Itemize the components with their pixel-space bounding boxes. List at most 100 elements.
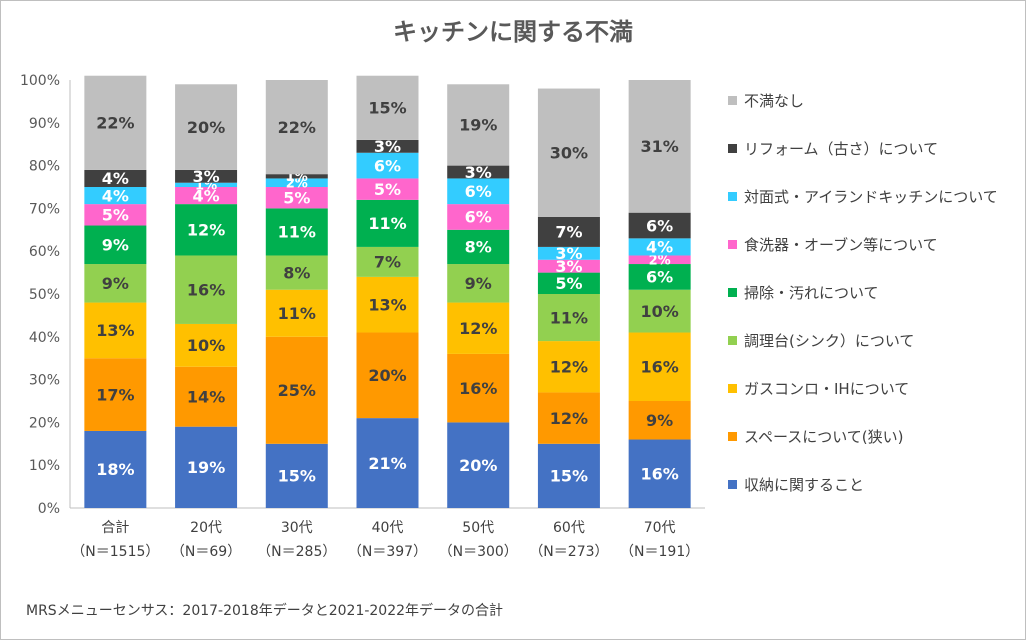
bar-segment [175, 182, 238, 187]
data-label: 19% [187, 458, 225, 477]
y-tick-label: 70% [29, 201, 60, 217]
data-label: 3% [555, 244, 582, 263]
data-label: 3% [555, 257, 582, 276]
x-tick-label: 40代 [372, 520, 404, 536]
data-label: 3% [465, 163, 492, 182]
bar-segment [84, 225, 147, 265]
data-label: 13% [368, 295, 406, 314]
data-label: 10% [187, 336, 225, 355]
x-tick-sample-size: （N＝397） [348, 544, 427, 560]
data-label: 6% [374, 156, 401, 175]
data-label: 15% [278, 467, 316, 486]
data-label: 12% [550, 358, 588, 377]
bar-segment [537, 246, 600, 260]
data-label: 3% [192, 167, 219, 186]
y-tick-label: 60% [29, 244, 60, 260]
bar-segment [265, 336, 328, 444]
data-label: 18% [96, 460, 134, 479]
bar-segment [356, 178, 419, 200]
y-tick-label: 50% [29, 287, 60, 303]
data-label: 11% [278, 304, 316, 323]
data-label: 4% [102, 169, 129, 188]
y-tick-label: 80% [29, 159, 60, 175]
y-tick-label: 100% [20, 73, 60, 89]
y-tick-label: 10% [29, 458, 60, 474]
bar-segment [84, 430, 147, 508]
data-label: 16% [640, 465, 678, 484]
bar-segment [265, 443, 328, 508]
data-label: 6% [646, 216, 673, 235]
legend-swatch [728, 192, 737, 201]
x-tick-sample-size: （N＝273） [529, 544, 608, 560]
data-label: 22% [278, 118, 316, 137]
legend-swatch [728, 144, 737, 153]
bar-segment [84, 204, 147, 226]
legend-label: 掃除・汚れについて [744, 284, 879, 302]
x-tick-label: 50代 [462, 520, 494, 536]
bar-segment [356, 246, 419, 277]
data-label: 9% [102, 274, 129, 293]
x-tick-label: 20代 [190, 520, 222, 536]
bar-segment [628, 255, 691, 265]
bar-segment [175, 366, 238, 427]
legend-label: 不満なし [744, 92, 804, 110]
bar-segment [628, 332, 691, 401]
bar-segment [265, 80, 328, 175]
legend-swatch [728, 432, 737, 441]
legend-label: スペースについて(狭い) [744, 428, 903, 446]
bar-segment [537, 216, 600, 247]
data-label: 20% [368, 366, 406, 385]
data-label: 14% [187, 387, 225, 406]
y-tick-label: 20% [29, 415, 60, 431]
data-label: 15% [368, 99, 406, 118]
bar-segment [175, 426, 238, 508]
data-label: 3% [374, 137, 401, 156]
data-label: 12% [459, 319, 497, 338]
bar-segment [175, 323, 238, 367]
data-label: 8% [465, 238, 492, 257]
legend-swatch [728, 336, 737, 345]
bar-segment [537, 88, 600, 217]
bar-segment [537, 392, 600, 444]
bar-segment [175, 204, 238, 256]
bar-segment [447, 302, 510, 354]
legend-swatch [728, 240, 737, 249]
data-label: 25% [278, 381, 316, 400]
chart-title: キッチンに関する不満 [393, 18, 633, 46]
bar-segment [356, 152, 419, 179]
legend-label: 収納に関すること [744, 476, 864, 494]
bar-segment [447, 178, 510, 205]
y-tick-label: 90% [29, 116, 60, 132]
bar-segment [84, 169, 147, 187]
data-label: 15% [550, 467, 588, 486]
legend-swatch [728, 288, 737, 297]
data-label: 11% [278, 223, 316, 242]
bar-segment [628, 289, 691, 333]
bar-segment [356, 276, 419, 333]
data-label: 19% [459, 116, 497, 135]
legend-label: リフォーム（古さ）について [744, 140, 938, 158]
bar-segment [84, 302, 147, 359]
bar-segment [447, 353, 510, 423]
data-label: 4% [192, 186, 219, 205]
x-tick-sample-size: （N＝1515） [71, 544, 159, 560]
x-tick-sample-size: （N＝69） [171, 544, 241, 560]
data-label: 10% [640, 302, 678, 321]
bar-segment [175, 255, 238, 324]
y-tick-label: 30% [29, 373, 60, 389]
bar-segment [537, 341, 600, 393]
data-label: 5% [555, 274, 582, 293]
bar-segment [628, 212, 691, 239]
data-label: 12% [550, 409, 588, 428]
data-label: 11% [550, 308, 588, 327]
data-label: 12% [187, 221, 225, 240]
bar-segment [84, 264, 147, 303]
data-label: 6% [646, 268, 673, 287]
bar-segment [175, 84, 238, 170]
data-label: 4% [646, 238, 673, 257]
x-tick-label: 70代 [644, 520, 676, 536]
footnote: MRSメニューセンサス：2017-2018年データと2021-2022年データの… [26, 603, 504, 619]
bar-segment [447, 84, 510, 166]
bar-segment [84, 187, 147, 205]
